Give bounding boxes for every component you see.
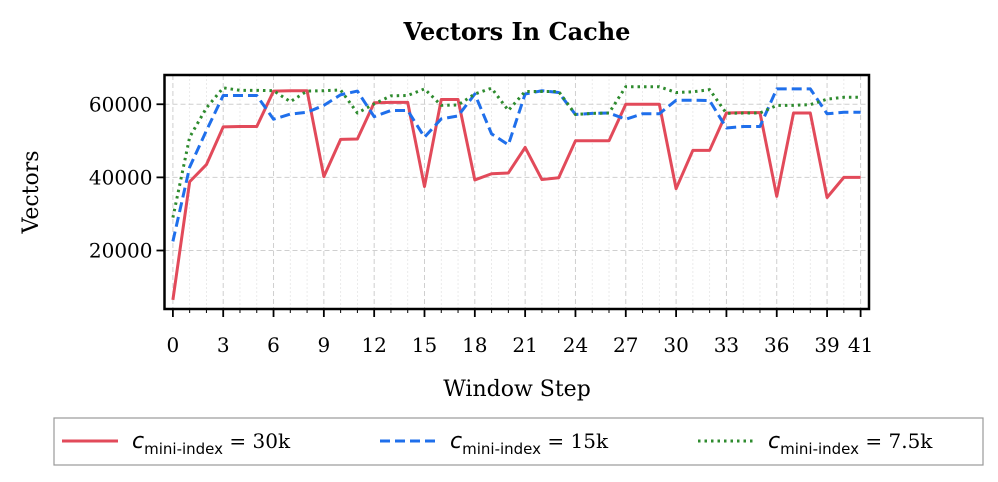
y-axis-label: Vectors [19,150,44,234]
x-axis-ticks: 0 3 6 9 12 15 18 21 24 27 30 33 36 39 41 [167,309,873,357]
x-tick-label: 15 [412,333,437,357]
x-tick-label: 0 [167,333,180,357]
y-tick-label: 60000 [89,92,153,116]
series-line-2 [171,85,861,218]
x-tick-label: 39 [814,333,839,357]
legend: cmini-index = 30k cmini-index = 15k cmini-… [53,417,984,466]
x-tick-label: 12 [361,333,386,357]
x-tick-label: 33 [714,333,739,357]
y-tick-label: 40000 [89,165,153,189]
legend-label: cmini-index = 30k [132,429,291,458]
legend-label: cmini-index = 15k [450,429,609,458]
plot-frame [163,73,871,311]
chart-title: Vectors In Cache [403,17,631,46]
x-tick-label: 30 [663,333,688,357]
x-tick-label: 36 [764,333,789,357]
legend-label: cmini-index = 7.5k [768,429,933,458]
series-lines [171,85,861,301]
x-tick-label: 9 [317,333,330,357]
x-tick-label: 41 [848,333,873,357]
x-tick-label: 3 [217,333,230,357]
x-tick-label: 24 [563,333,588,357]
x-tick-label: 27 [613,333,638,357]
x-axis-label: Window Step [443,377,591,402]
x-tick-label: 21 [512,333,537,357]
x-tick-label: 6 [267,333,280,357]
series-line-0 [171,89,861,301]
y-tick-label: 20000 [89,239,153,263]
x-tick-label: 18 [462,333,487,357]
series-line-1 [171,87,861,242]
legend-box [53,417,984,466]
grid [164,75,869,309]
y-axis-ticks: 20000 40000 60000 [89,92,165,263]
